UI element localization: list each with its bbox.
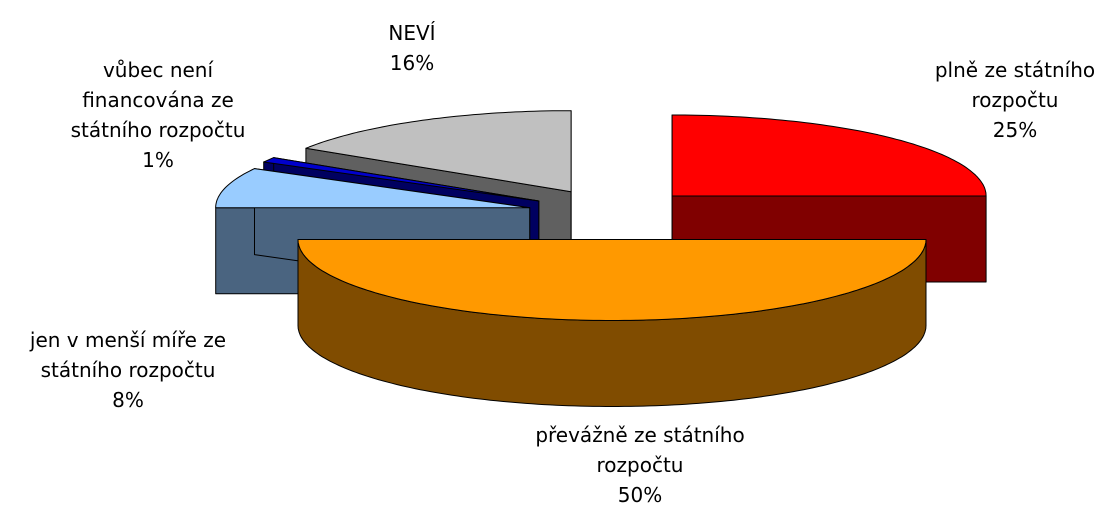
label-name: vůbec není financována ze státního rozpo…: [70, 58, 246, 142]
slice-top: [297, 239, 927, 321]
label-name: převážně ze státního rozpočtu: [535, 423, 745, 477]
label-value: 25%: [992, 118, 1038, 142]
label-value: 16%: [389, 51, 435, 75]
slice-label: vůbec není financována ze státního rozpo…: [51, 55, 266, 175]
slice-top: [305, 110, 572, 193]
slice-label: NEVÍ 16%: [305, 18, 520, 78]
slice-label: převážně ze státního rozpočtu 50%: [533, 420, 748, 509]
slice-top: [215, 168, 531, 209]
label-value: 50%: [617, 483, 663, 507]
label-name: jen v menší míře ze státního rozpočtu: [29, 328, 227, 382]
label-value: 8%: [112, 388, 144, 412]
slice-label: jen v menší míře ze státního rozpočtu 8%: [21, 325, 236, 415]
slice-label: plně ze státního rozpočtu 25%: [908, 55, 1115, 145]
label-value: 1%: [142, 148, 174, 172]
slice-top: [671, 114, 987, 197]
label-name: plně ze státního rozpočtu: [934, 58, 1096, 112]
label-name: NEVÍ: [388, 21, 436, 45]
slice-top: [263, 157, 540, 202]
